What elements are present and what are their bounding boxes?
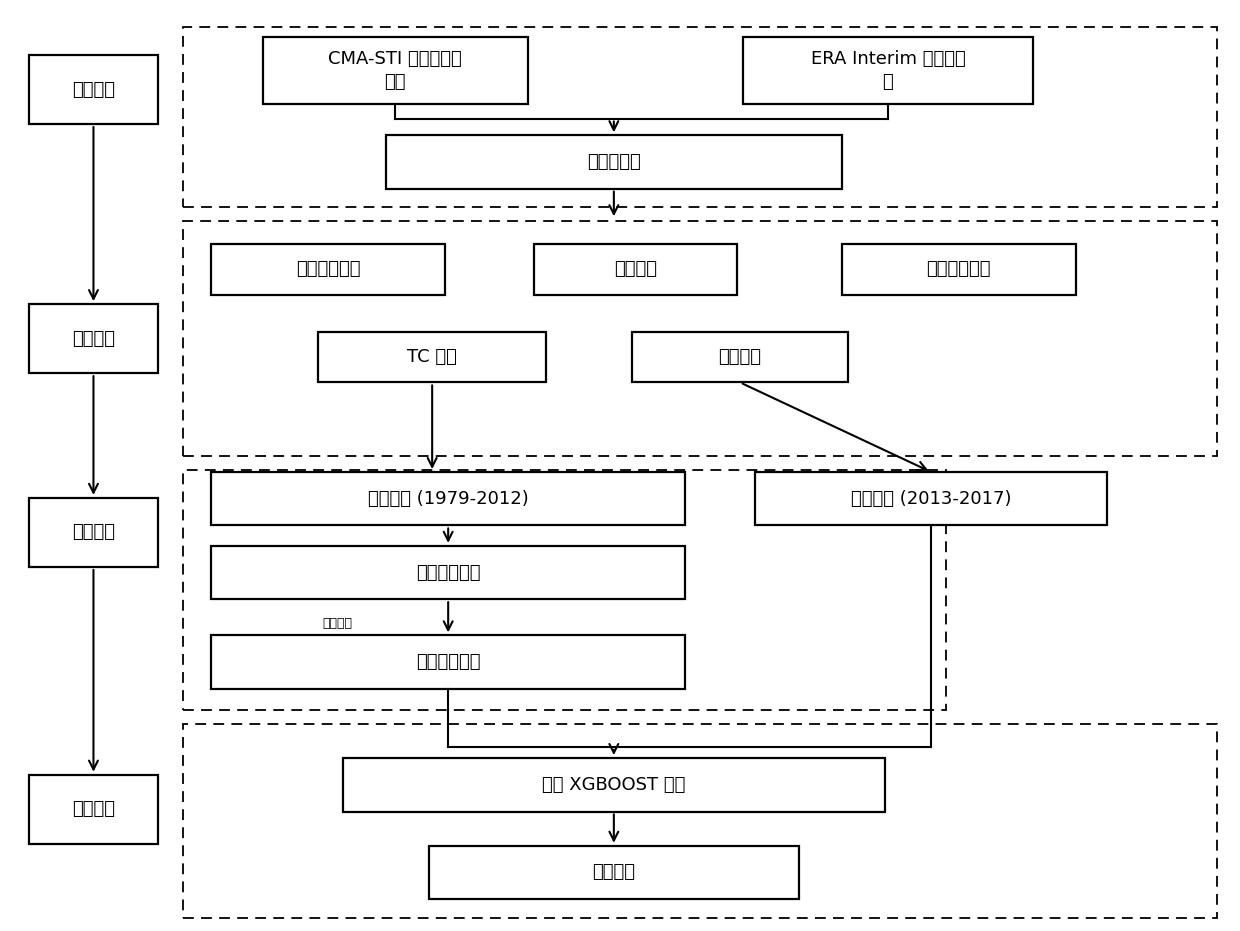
Text: 建立参数组合: 建立参数组合 xyxy=(415,563,480,582)
Bar xyxy=(29,775,159,843)
Bar xyxy=(755,472,1106,525)
Text: 交叉验证: 交叉验证 xyxy=(322,616,352,629)
Bar xyxy=(429,845,799,899)
Text: 气候持续因子: 气候持续因子 xyxy=(296,261,361,278)
Bar xyxy=(211,244,445,295)
Bar xyxy=(842,244,1076,295)
Bar xyxy=(319,331,546,383)
Text: 头脑风暴因子: 头脑风暴因子 xyxy=(926,261,991,278)
Bar xyxy=(632,331,848,383)
Bar xyxy=(211,635,686,689)
Text: TC 月份: TC 月份 xyxy=(407,348,458,366)
Bar xyxy=(182,723,1218,918)
Text: 数据处理: 数据处理 xyxy=(72,80,115,99)
Text: 获得 XGBOOST 模型: 获得 XGBOOST 模型 xyxy=(542,776,686,794)
Bar xyxy=(211,546,686,600)
Text: CMA-STI 最佳路径数
据集: CMA-STI 最佳路径数 据集 xyxy=(329,50,463,90)
Text: 预测结果: 预测结果 xyxy=(593,863,635,882)
Text: 数据预处理: 数据预处理 xyxy=(587,153,641,171)
Bar xyxy=(182,221,1218,456)
Bar xyxy=(743,37,1033,104)
Text: 运行模型: 运行模型 xyxy=(72,800,115,818)
Bar xyxy=(29,498,159,567)
Text: 获取最佳参数: 获取最佳参数 xyxy=(415,653,480,671)
Text: 强度标记: 强度标记 xyxy=(719,348,761,366)
Text: 测试样本 (2013-2017): 测试样本 (2013-2017) xyxy=(851,490,1012,507)
Bar xyxy=(182,27,1218,208)
Text: 训练样本 (1979-2012): 训练样本 (1979-2012) xyxy=(368,490,528,507)
Bar xyxy=(343,758,885,812)
Text: ERA Interim 再分析资
料: ERA Interim 再分析资 料 xyxy=(811,50,965,90)
Bar xyxy=(182,470,946,710)
Bar xyxy=(386,135,842,189)
Bar xyxy=(533,244,737,295)
Text: 预报因子: 预报因子 xyxy=(72,330,115,347)
Bar xyxy=(29,55,159,124)
Bar xyxy=(29,304,159,373)
Bar xyxy=(211,472,686,525)
Text: 调整参数: 调整参数 xyxy=(72,523,115,542)
Bar xyxy=(263,37,528,104)
Text: 环境因子: 环境因子 xyxy=(614,261,657,278)
